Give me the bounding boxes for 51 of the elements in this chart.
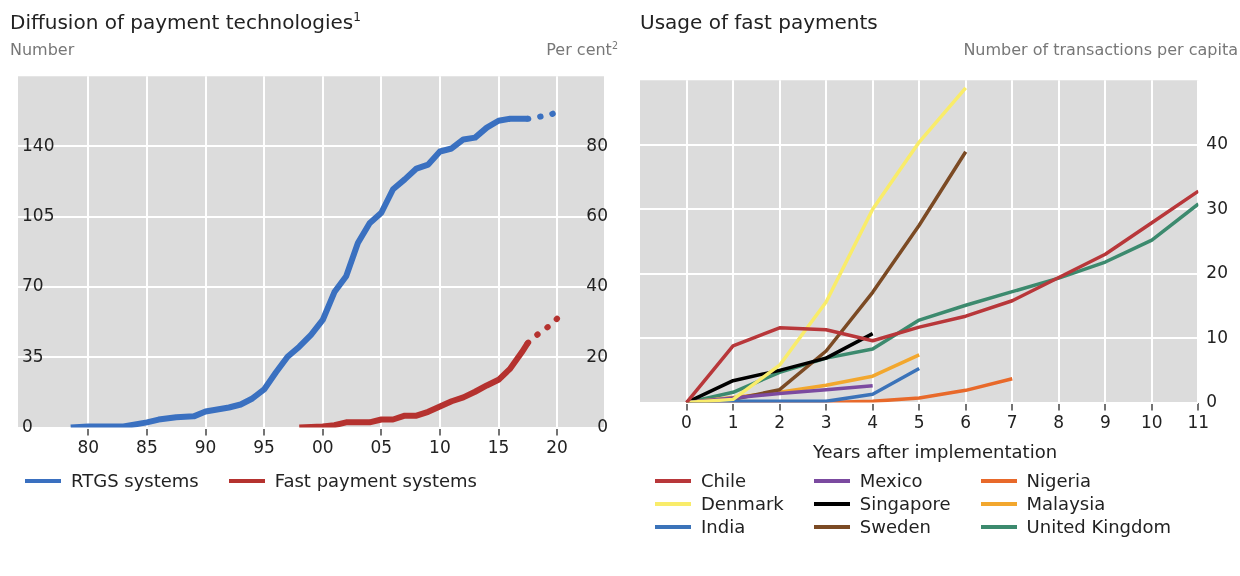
x-tick-label: 20 [546, 437, 568, 458]
x-tick-label: 3 [820, 412, 832, 433]
legend-label: Malaysia [1026, 493, 1106, 514]
x-tick-label: 2 [774, 412, 786, 433]
legend-label: RTGS systems [71, 470, 199, 491]
x-tick-label: 6 [960, 412, 972, 433]
y2-tick-label: 10 [1206, 326, 1229, 347]
x-tick-label: 15 [487, 437, 510, 458]
x-tick-label: 4 [867, 412, 879, 433]
x-tick-label: 10 [1141, 412, 1163, 433]
x-tick-label: 9 [1099, 412, 1111, 433]
x-tick-label: 95 [253, 437, 275, 458]
legend-label: Fast payment systems [274, 470, 477, 491]
y2-tick-label: 40 [586, 275, 608, 296]
x-tick-label: 11 [1187, 412, 1210, 433]
y-tick-label: 70 [22, 275, 44, 296]
x-tick-label: 8 [1053, 412, 1065, 433]
x-tick-label: 7 [1006, 412, 1018, 433]
x-tick-label: 90 [194, 437, 217, 458]
chart-title: Usage of fast payments [639, 9, 879, 36]
x-tick-label: 10 [429, 437, 451, 458]
legend-label: Denmark [701, 493, 784, 514]
y2-tick-label: 40 [1206, 133, 1229, 154]
x-tick-label: 0 [681, 412, 692, 433]
x-tick-label: 85 [136, 437, 158, 458]
x-tick-label: 80 [77, 437, 100, 458]
y-axis-title: Number [10, 40, 75, 59]
chart-title: Diffusion of payment technologies$^{1}$ [9, 9, 362, 36]
y-tick-label: 35 [22, 345, 44, 366]
y2-tick-label: 30 [1206, 197, 1229, 218]
x-tick-label: 00 [311, 437, 334, 458]
legend-label: United Kingdom [1026, 516, 1172, 537]
y-tick-label: 105 [22, 205, 55, 226]
legend-label: Nigeria [1026, 470, 1091, 491]
legend-label: Sweden [859, 516, 931, 537]
y-tick-label: 140 [22, 134, 55, 155]
legend-label: Singapore [859, 493, 951, 514]
x-tick-label: 05 [370, 437, 393, 458]
legend-label: Chile [701, 470, 747, 491]
y2-tick-label: 60 [586, 205, 608, 226]
x-tick-label: 1 [727, 412, 739, 433]
y2-axis-title: Per cent$^{2}$ [546, 40, 618, 60]
y2-tick-label: 0 [1206, 391, 1218, 412]
y2-axis-title: Number of transactions per capita [963, 40, 1238, 59]
y2-tick-label: 20 [586, 345, 608, 366]
legend-label: India [701, 516, 746, 537]
y2-tick-label: 80 [586, 134, 608, 155]
legend-label: Mexico [859, 470, 923, 491]
x-axis-title: Years after implementation [811, 441, 1059, 462]
y2-tick-label: 20 [1206, 262, 1229, 283]
x-tick-label: 5 [913, 412, 925, 433]
